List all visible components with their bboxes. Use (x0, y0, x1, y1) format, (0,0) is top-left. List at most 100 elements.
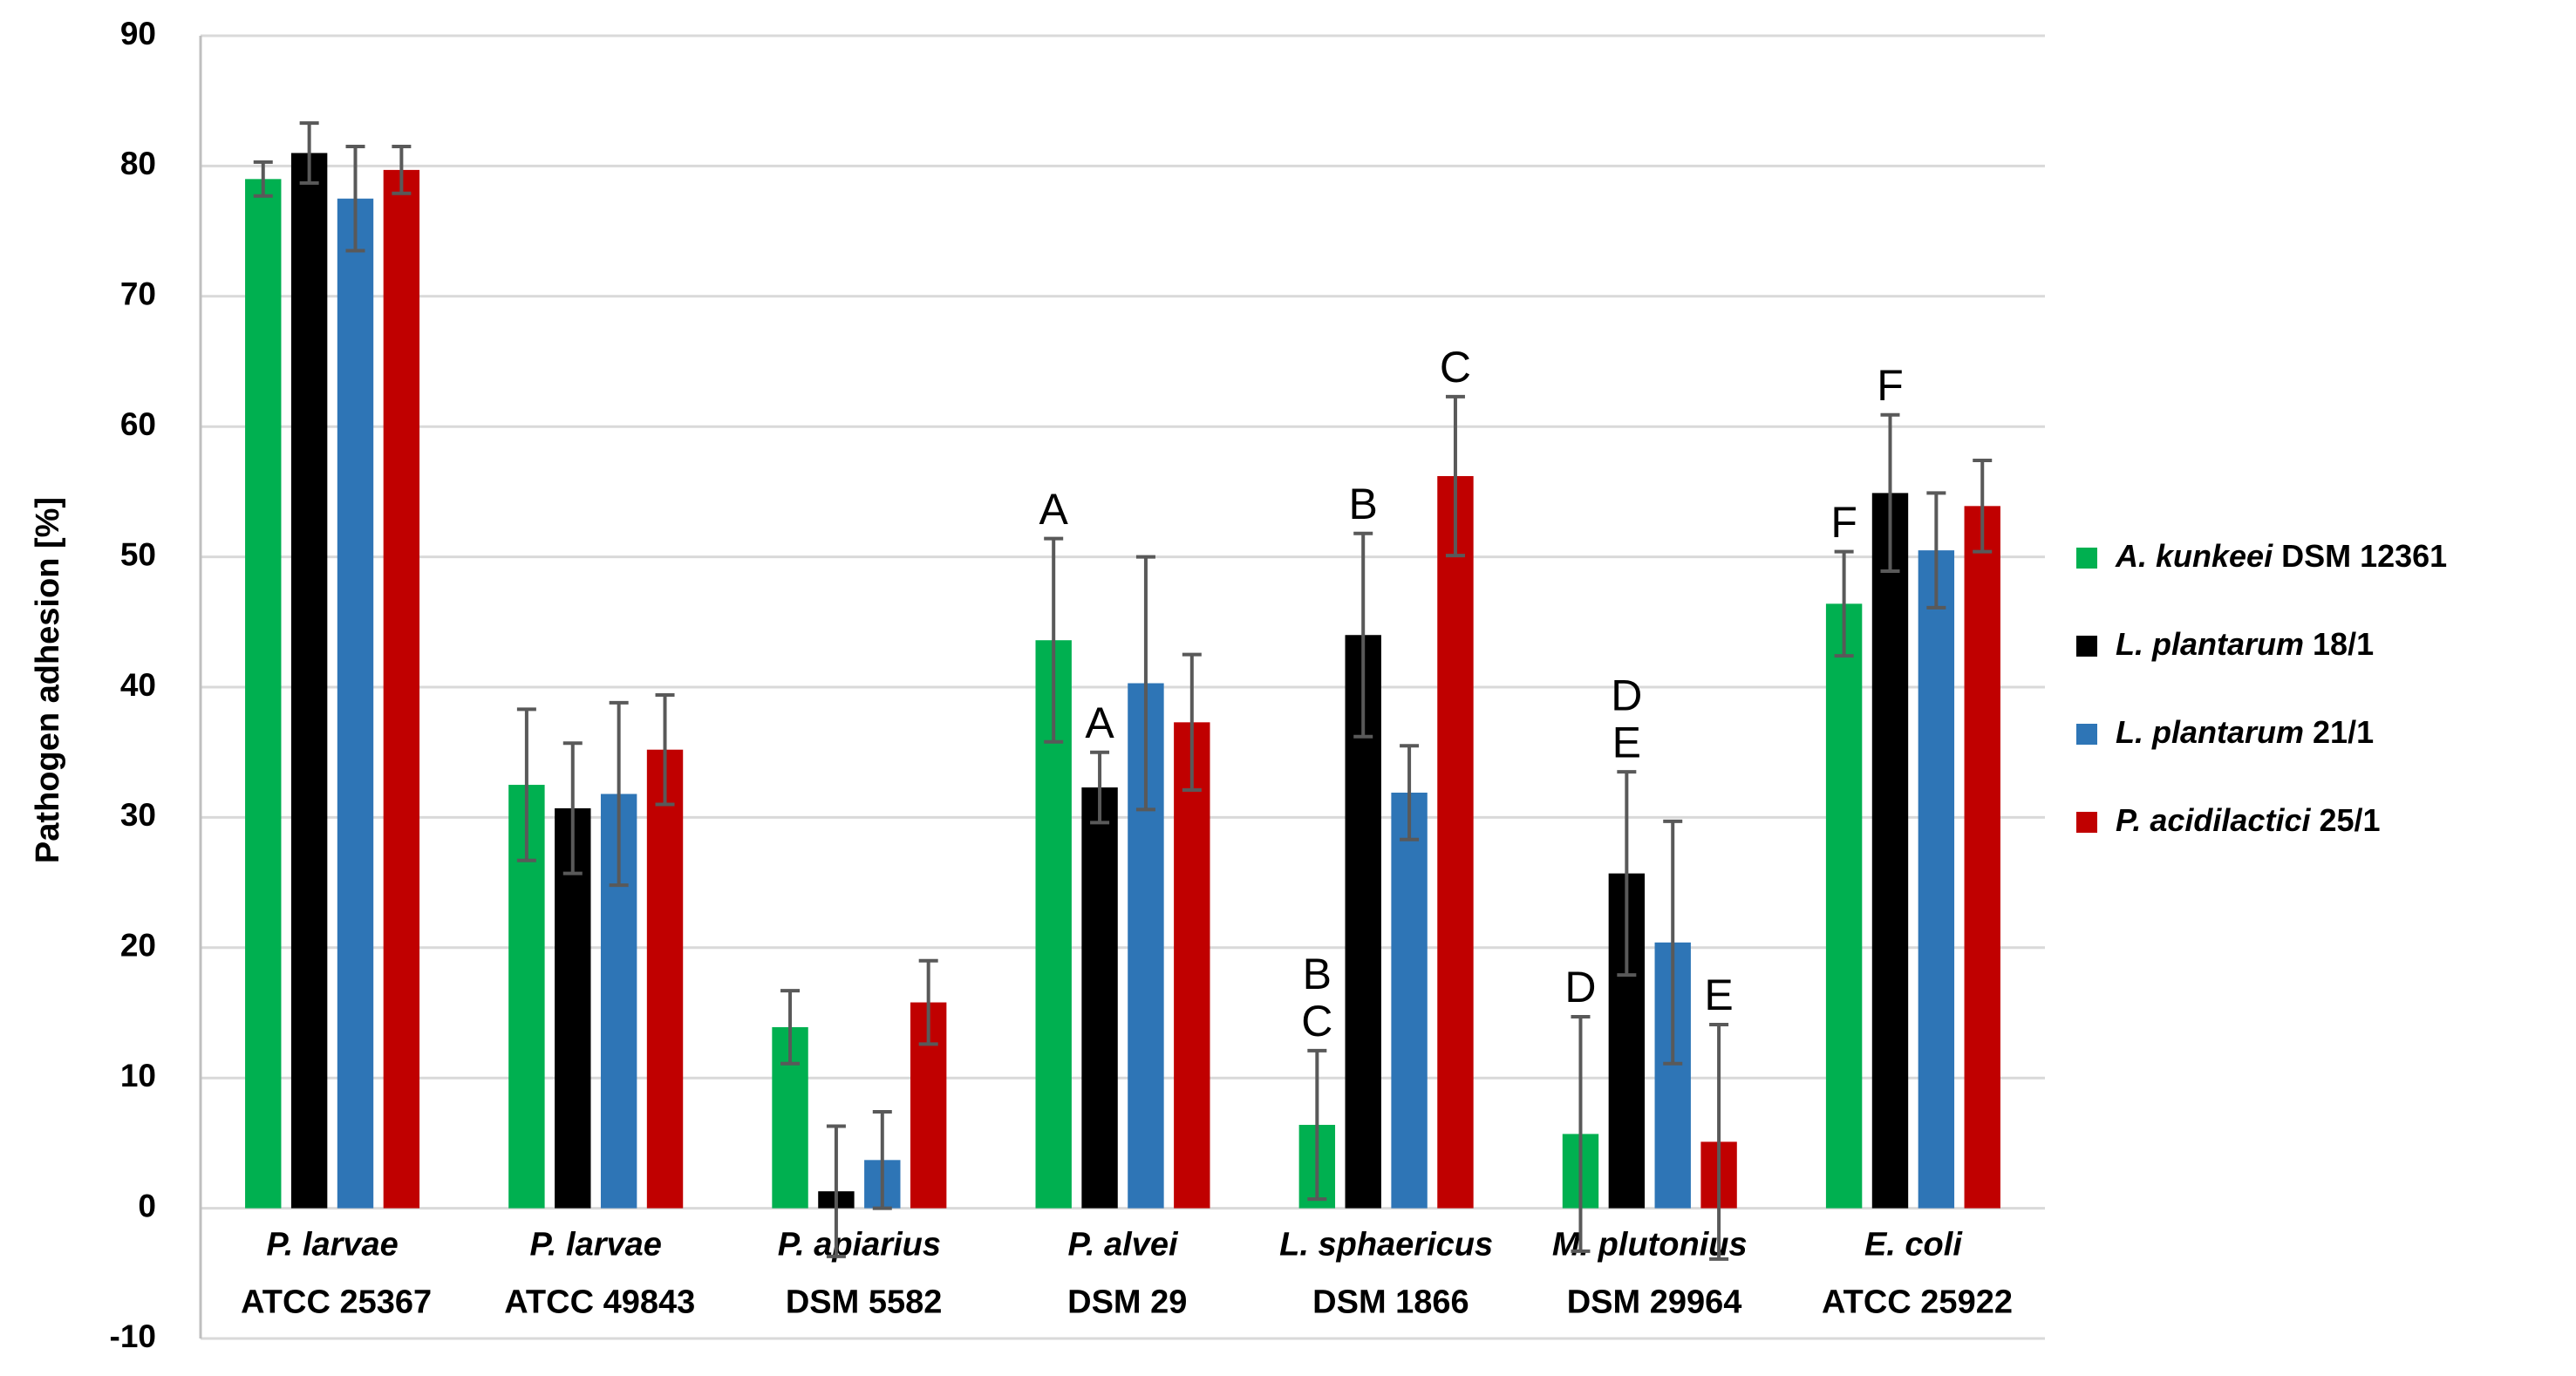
y-tick-label: 70 (120, 276, 156, 312)
error-bar (1090, 750, 1110, 825)
legend-species: A. kunkeei (2115, 538, 2273, 574)
x-tick-label-strain: DSM 29 (1059, 1284, 1188, 1321)
legend-swatch (2076, 724, 2097, 745)
error-bar (1663, 819, 1683, 1066)
error-bar (780, 989, 801, 1066)
annotation: D (1564, 963, 1596, 1012)
x-tick-label-species: P. larvae (266, 1227, 398, 1264)
error-bar (299, 121, 319, 185)
error-bar (1353, 531, 1373, 739)
bar (1825, 603, 1863, 1209)
error-bar (562, 741, 583, 875)
error-bar (655, 692, 675, 807)
x-tick-label: P. larvae ATCC 25367 (233, 1227, 432, 1321)
legend-label: P. acidilactici 25/1 (2116, 802, 2381, 838)
legend-strain: 18/1 (2304, 626, 2374, 662)
x-tick-label-species: M. plutonius (1552, 1227, 1748, 1264)
x-tick-label: P. alvei DSM 29 (1059, 1227, 1188, 1321)
legend-swatch (2076, 548, 2097, 569)
error-bar (872, 1110, 892, 1210)
x-tick-label: P. larvae ATCC 49843 (496, 1227, 695, 1321)
x-tick-label-species: E. coli (1864, 1227, 1963, 1264)
legend-swatch (2076, 636, 2097, 657)
annotation: A (1085, 698, 1114, 747)
error-bar (1926, 491, 1946, 610)
legend-label: L. plantarum 21/1 (2116, 714, 2374, 750)
x-tick-label-strain: DSM 29964 (1557, 1284, 1741, 1321)
error-bar (1617, 770, 1637, 978)
bar (1964, 506, 2000, 1209)
y-tick-label: 90 (120, 16, 156, 51)
legend-species: P. acidilactici (2116, 802, 2311, 838)
y-tick-label: 30 (120, 797, 156, 833)
bar (1437, 475, 1474, 1209)
y-tick-label: 60 (120, 406, 156, 442)
annotation: D (1611, 671, 1642, 719)
error-bar (1307, 1048, 1327, 1202)
y-axis-label: Pathogen adhesion [%] (30, 497, 66, 863)
error-bar (392, 144, 412, 195)
x-tick-label: P. apiarius DSM 5582 (776, 1227, 942, 1321)
x-tick-label-species: P. apiarius (778, 1227, 941, 1264)
legend-swatch (2076, 812, 2097, 833)
error-bar (1044, 536, 1064, 744)
error-bar (918, 958, 938, 1046)
error-bar (1973, 459, 1993, 554)
error-bar (1880, 412, 1900, 574)
error-bar (1834, 549, 1854, 658)
bar (1871, 493, 1909, 1209)
bar (290, 153, 328, 1209)
error-bar (1135, 555, 1155, 812)
annotation: C (1301, 997, 1332, 1046)
bar (337, 198, 374, 1209)
error-bar (1400, 744, 1420, 841)
legend-label: L. plantarum 18/1 (2116, 626, 2374, 662)
x-tick-label-species: P. larvae (529, 1227, 661, 1264)
y-tick-label: -10 (110, 1318, 156, 1354)
error-bar (516, 707, 536, 862)
legend-species: L. plantarum (2116, 626, 2304, 662)
error-bar (1182, 652, 1202, 793)
error-bar (826, 1124, 846, 1258)
x-tick-label-species: P. alvei (1067, 1227, 1179, 1264)
legend-strain: DSM 12361 (2273, 538, 2447, 574)
x-tick-label-strain: DSM 1866 (1304, 1284, 1469, 1321)
y-tick-label: 40 (120, 667, 156, 703)
bar (646, 749, 684, 1209)
y-tick-label: 0 (138, 1188, 156, 1223)
legend-species: L. plantarum (2116, 714, 2304, 750)
annotation: F (1877, 361, 1904, 410)
bar (1174, 722, 1210, 1209)
legend-strain: 25/1 (2310, 802, 2380, 838)
bar (1391, 793, 1428, 1209)
x-tick-label: M. plutonius DSM 29964 (1552, 1227, 1748, 1321)
annotation: E (1612, 718, 1641, 766)
annotation: A (1039, 485, 1069, 534)
annotation: C (1440, 343, 1471, 392)
y-tick-label: 20 (120, 928, 156, 964)
annotation: F (1830, 498, 1857, 547)
y-tick-label: 10 (120, 1058, 156, 1093)
error-bar (253, 160, 273, 198)
error-bar (1709, 1022, 1729, 1261)
y-tick-label: 50 (120, 536, 156, 572)
error-bar (609, 700, 629, 888)
error-bar (345, 144, 365, 253)
x-tick-label-strain: DSM 5582 (776, 1284, 942, 1321)
legend-label: A. kunkeei DSM 12361 (2115, 538, 2447, 574)
annotation: B (1349, 480, 1378, 528)
x-tick-label-strain: ATCC 25367 (233, 1284, 432, 1321)
y-tick-label: 80 (120, 146, 156, 181)
bar (383, 169, 420, 1209)
bar (245, 179, 282, 1209)
x-tick-label: E. coli ATCC 25922 (1814, 1227, 2013, 1321)
error-bar (1445, 394, 1465, 558)
annotation: B (1303, 950, 1332, 998)
annotation: E (1704, 971, 1733, 1019)
bar (1081, 787, 1118, 1209)
legend-strain: 21/1 (2304, 714, 2374, 750)
x-tick-label-strain: ATCC 49843 (496, 1284, 695, 1321)
bar (1918, 550, 1955, 1209)
